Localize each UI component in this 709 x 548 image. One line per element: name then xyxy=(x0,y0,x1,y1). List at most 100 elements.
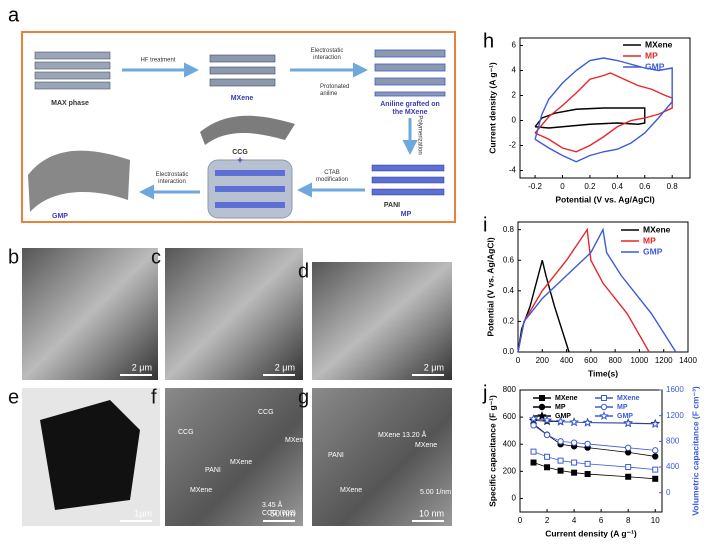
series-line xyxy=(534,57,673,163)
max-phase-stack xyxy=(34,51,111,90)
x-tick-label: 10 xyxy=(651,516,660,525)
ylabel: Potential (V vs. Ag/AgCl) xyxy=(485,237,495,337)
process-arrows xyxy=(122,62,418,200)
material-label: PANI xyxy=(384,202,400,209)
x-tick-label: 1400 xyxy=(679,356,697,365)
legend-marker xyxy=(600,403,608,411)
y-tick-label: 0 xyxy=(512,494,517,503)
legend-marker xyxy=(539,395,545,401)
marker xyxy=(625,464,632,471)
legend-label: MP xyxy=(643,235,656,245)
panel-label: b xyxy=(8,246,19,268)
xlabel: Potential (V vs. Ag/AgCl) xyxy=(555,194,655,204)
x-tick-label: -0.2 xyxy=(528,182,542,191)
annotation: CCG (002) xyxy=(262,510,296,517)
scale-bar-label: 2 μm xyxy=(424,362,444,372)
marker xyxy=(625,473,632,480)
y-tick-label: 4 xyxy=(512,66,517,75)
y-tick-label: 600 xyxy=(503,412,517,421)
y-tick-label: 0.4 xyxy=(503,286,515,295)
marker xyxy=(623,418,633,428)
panel-label: j xyxy=(482,382,487,404)
legend-label: GMP xyxy=(617,413,633,420)
annotation: CCG xyxy=(178,429,194,436)
y-tick-label: 6 xyxy=(512,41,517,50)
marker xyxy=(544,464,551,471)
plot-frame xyxy=(517,221,689,353)
y-tick-label: 0 xyxy=(512,116,517,125)
material-label: Aniline grafted on the MXene xyxy=(380,101,440,116)
x-tick-label: 600 xyxy=(584,356,598,365)
legend-label: MXene xyxy=(645,39,673,49)
step-label-line: modification xyxy=(316,176,348,182)
sem-image xyxy=(312,262,452,380)
x-tick-label: 0.4 xyxy=(612,182,624,191)
ccg-sheet xyxy=(200,115,295,145)
legend-label: GMP xyxy=(645,61,665,71)
annotation: PANI xyxy=(205,467,221,474)
x-tick-label: 200 xyxy=(536,356,550,365)
x-tick-label: 1000 xyxy=(631,356,649,365)
y-tick-label: 800 xyxy=(503,385,517,394)
marker xyxy=(584,440,591,448)
tem-image xyxy=(165,388,303,526)
tem-image xyxy=(312,388,452,526)
y2-tick-label: 1200 xyxy=(666,411,684,420)
annotation: MXene xyxy=(415,442,437,449)
legend-label: MXene xyxy=(555,395,578,402)
series-line xyxy=(517,260,570,353)
marker xyxy=(543,431,551,439)
legend-label: MXene xyxy=(617,395,640,402)
marker xyxy=(652,447,659,454)
y2-tick-label: 800 xyxy=(666,436,680,445)
material-label: + xyxy=(237,156,243,167)
scale-bar-label: 10 nm xyxy=(419,508,444,518)
legend-marker xyxy=(537,411,547,420)
legend-marker xyxy=(538,403,546,411)
panel-label: c xyxy=(151,246,161,268)
marker xyxy=(528,413,539,423)
scale-bar-label: 2 μm xyxy=(132,362,152,372)
panel-label: i xyxy=(483,214,487,236)
marker xyxy=(530,422,537,429)
annotation: 3.45 Å xyxy=(262,500,283,509)
marker xyxy=(571,469,578,476)
marker xyxy=(569,417,579,427)
marker xyxy=(557,467,564,474)
annotation: 5.00 1/nm xyxy=(420,489,451,496)
legend-label: GMP xyxy=(555,413,571,420)
step-label: Electrostatic interaction xyxy=(311,48,344,61)
step-label: CTAB modification xyxy=(316,170,348,183)
step-label: Electrostatic interaction xyxy=(156,172,189,185)
sem-image xyxy=(165,248,303,380)
y2-tick-label: 1600 xyxy=(666,385,684,394)
series-line xyxy=(533,462,656,480)
charts: -0.2 0 0.2 0.4 0.6 0.8 -4 -2 0 2 4 6 Potential (V vs… xyxy=(482,30,700,538)
y2-tick-label: 0 xyxy=(666,488,671,497)
step-label: Polymerization xyxy=(416,115,422,154)
series-line xyxy=(534,107,646,129)
ylabel: Specific capacitance (F g⁻¹) xyxy=(487,395,497,507)
series-line xyxy=(517,227,677,353)
legend-marker xyxy=(601,395,607,401)
material-label: GMP xyxy=(52,213,68,220)
marker xyxy=(570,439,578,446)
step-label-line: interaction xyxy=(313,54,341,60)
mxene-stack xyxy=(209,54,276,87)
marker xyxy=(650,419,660,428)
scale-bar-label: 1μm xyxy=(134,508,152,518)
panel-label: d xyxy=(298,260,309,282)
gmp-sheet xyxy=(28,150,130,212)
marker xyxy=(584,471,591,478)
y2label: Volumetric capacitance (F cm⁻³) xyxy=(690,386,700,516)
marker xyxy=(542,415,552,425)
x-tick-label: 8 xyxy=(626,516,631,525)
ylabel: Current density (A g⁻¹) xyxy=(487,62,497,154)
marker xyxy=(584,460,591,467)
y-tick-label: 0.2 xyxy=(503,317,515,326)
legend-label: GMP xyxy=(643,246,663,256)
annotation: MXene 13.20 Å xyxy=(378,430,427,439)
panel-label: e xyxy=(8,386,19,408)
x-tick-label: 0.6 xyxy=(639,182,651,191)
